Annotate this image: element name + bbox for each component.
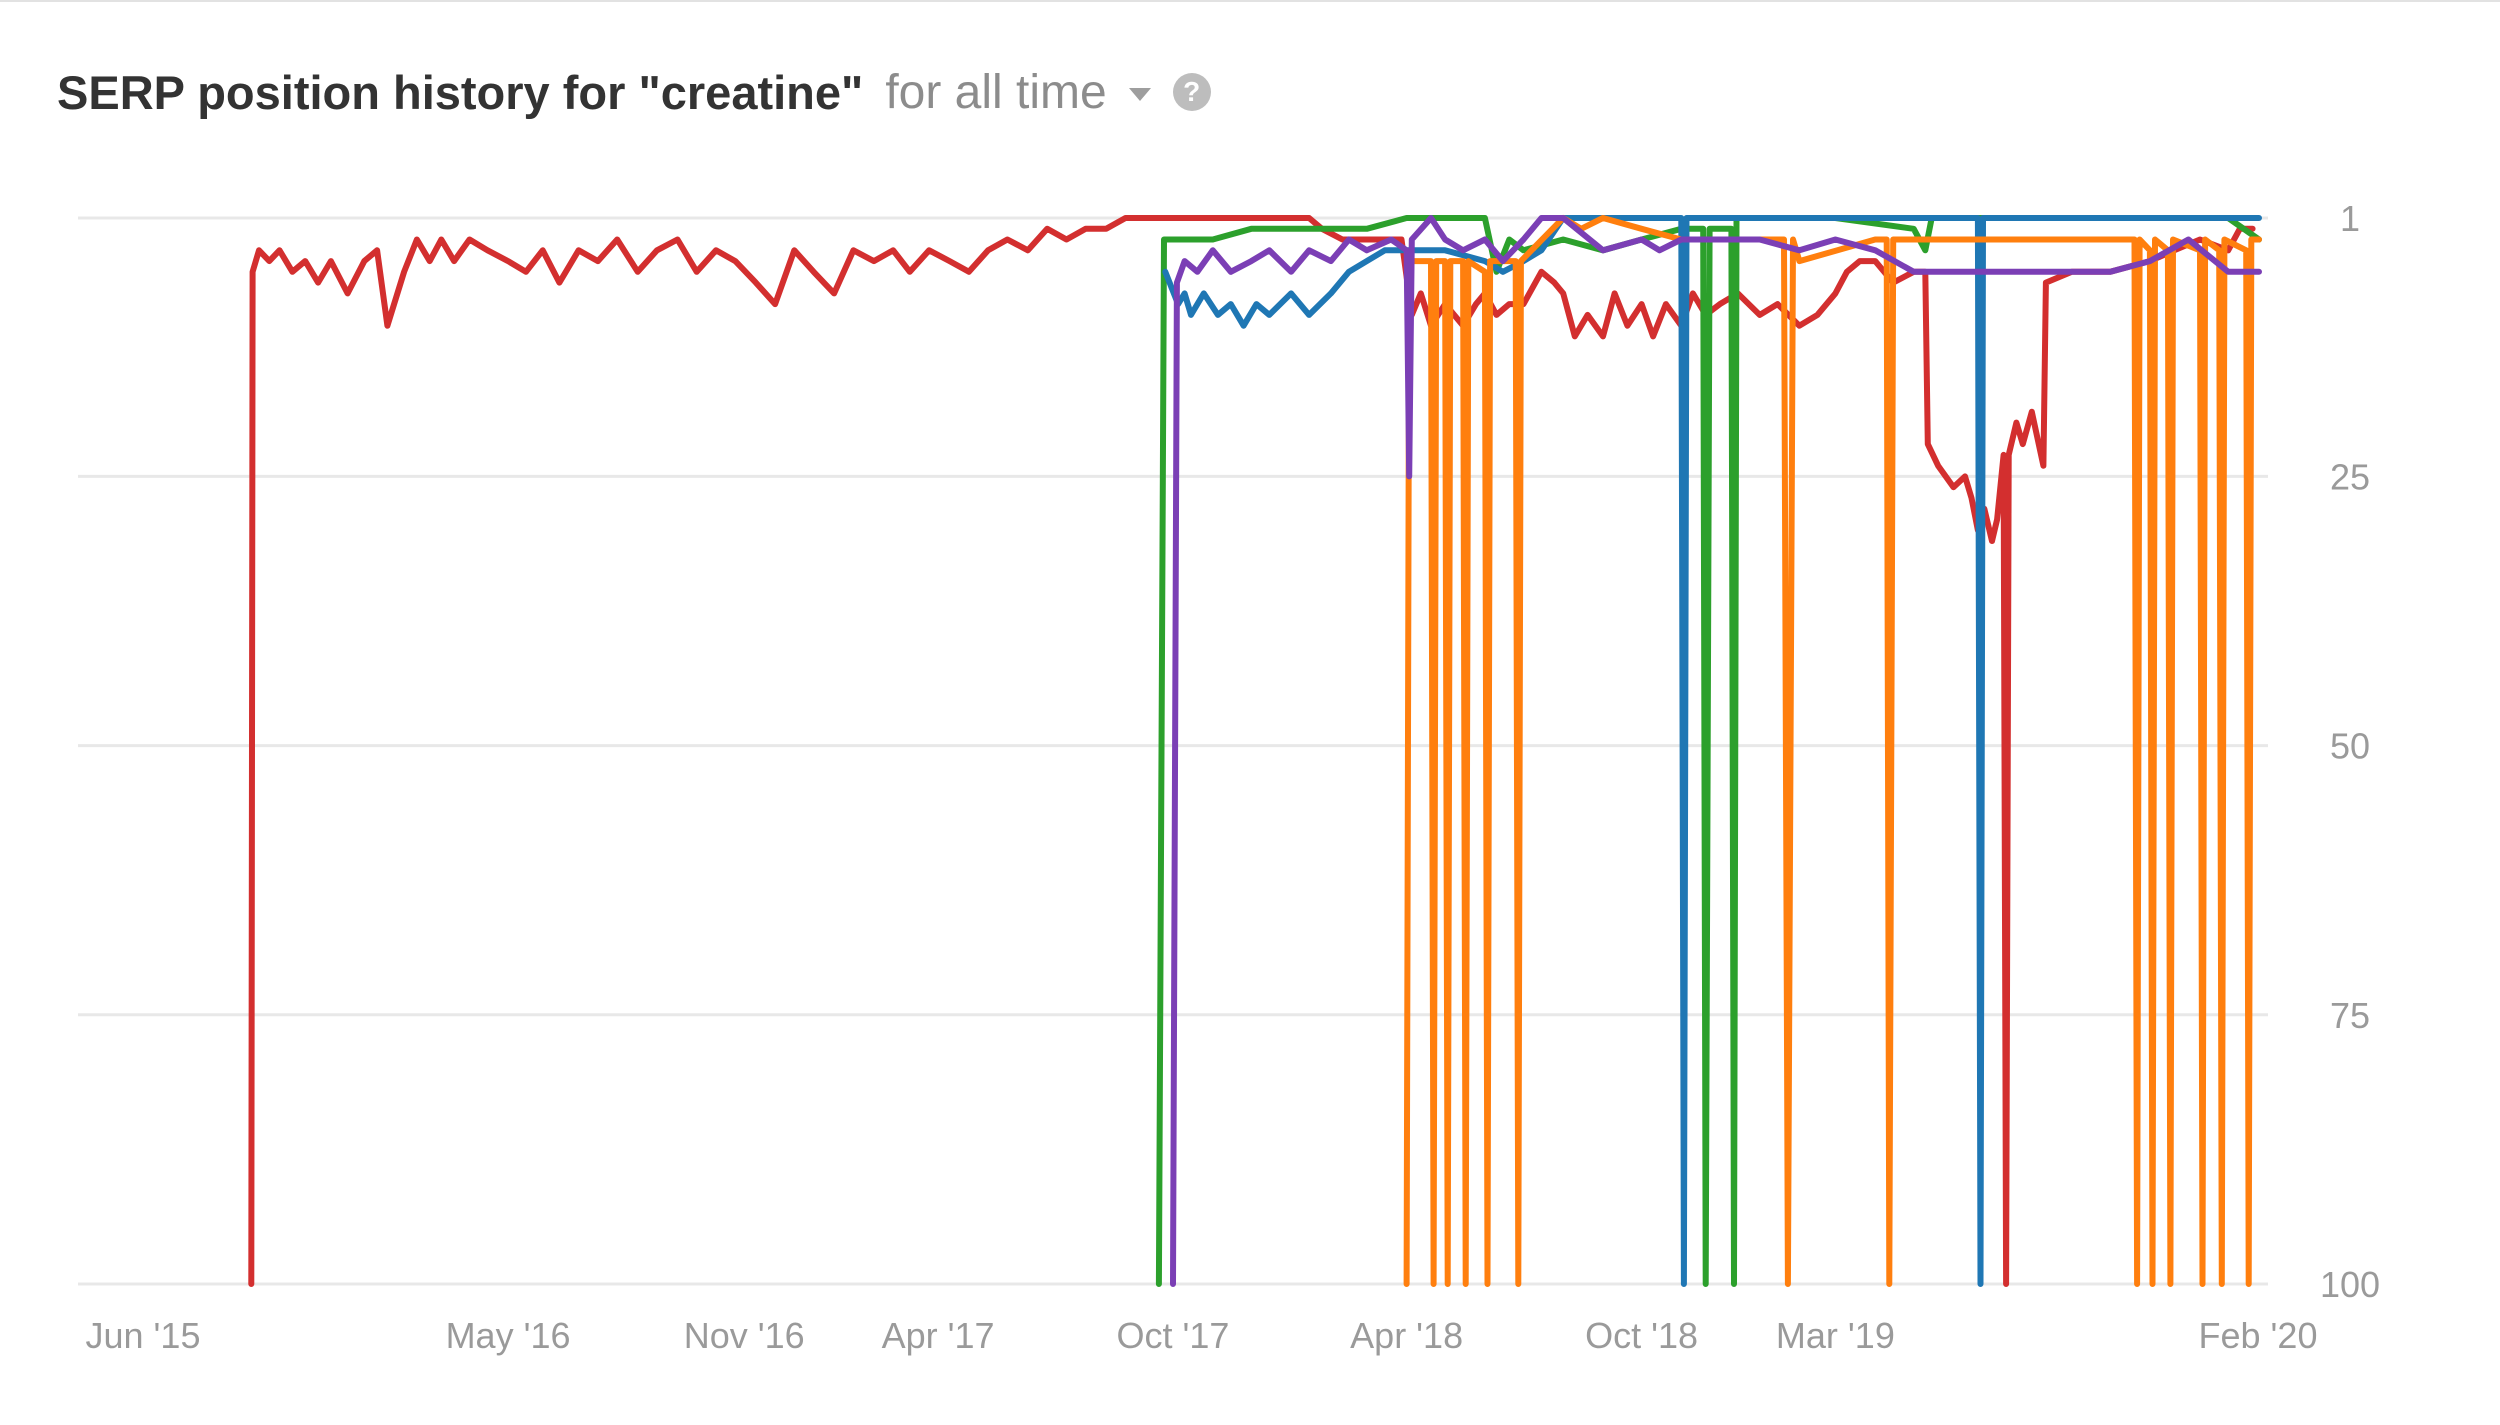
y-tick-label: 75 (2330, 995, 2370, 1036)
series-lines (248, 215, 2262, 1287)
series-line-3[interactable] (1162, 215, 2262, 1287)
x-tick-label: Feb '20 (2199, 1315, 2318, 1356)
y-tick-label: 25 (2330, 456, 2370, 497)
top-divider (0, 0, 2500, 2)
x-tick-label: Jun '15 (86, 1315, 201, 1356)
y-tick-label: 100 (2320, 1264, 2380, 1305)
y-tick-label: 1 (2340, 198, 2360, 239)
x-tick-label: Oct '18 (1585, 1315, 1698, 1356)
x-tick-label: Mar '19 (1776, 1315, 1895, 1356)
period-dropdown[interactable]: for all time (885, 65, 1151, 120)
chevron-down-icon (1128, 87, 1151, 101)
series-line-2[interactable] (1155, 215, 2262, 1287)
x-tick-label: May '16 (446, 1315, 571, 1356)
x-tick-label: Apr '17 (882, 1315, 995, 1356)
chart-header: SERP position history for "creatine" for… (57, 62, 1211, 122)
series-line-1[interactable] (248, 215, 2256, 1287)
series-line-4[interactable] (1403, 215, 2262, 1287)
series-line-5[interactable] (1170, 215, 2262, 1287)
period-label: for all time (885, 65, 1107, 119)
chart-title: SERP position history for "creatine" (57, 65, 864, 119)
y-axis-labels: 1 25 50 75 100 (2320, 198, 2380, 1305)
y-tick-label: 50 (2330, 726, 2370, 767)
x-axis-labels: Jun '15 May '16 Nov '16 Apr '17 Oct '17 Apr '… (86, 1315, 2318, 1356)
x-tick-label: Oct '17 (1117, 1315, 1230, 1356)
x-tick-label: Nov '16 (684, 1315, 805, 1356)
help-icon[interactable]: ? (1172, 73, 1211, 111)
x-tick-label: Apr '18 (1350, 1315, 1463, 1356)
